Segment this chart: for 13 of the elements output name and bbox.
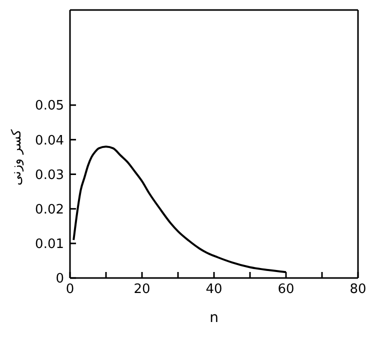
y-tick-label: 0.04 [35,133,64,148]
y-tick-label: 0.02 [35,202,64,218]
y-tick-label: 0.01 [35,237,64,252]
x-tick-label: 60 [278,282,294,298]
y-axis-title: کسر وزنی [10,128,24,186]
x-tick-label: 80 [350,282,366,298]
y-tick-label: 0.05 [35,98,64,114]
x-tick-label: 0 [66,282,74,298]
y-tick-label: 0.03 [35,168,64,183]
y-tick-label: 0 [56,272,64,287]
x-tick-label: 20 [134,282,150,298]
x-axis-title: n [210,310,218,326]
x-tick-label: 40 [206,282,222,298]
